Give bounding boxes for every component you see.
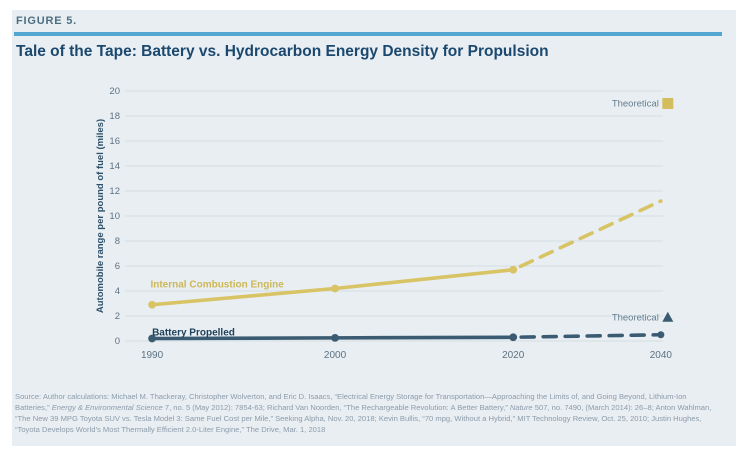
y-axis-tick-label: 14 xyxy=(109,161,120,172)
series-line xyxy=(511,332,663,340)
series-label: Internal Combustion Engine xyxy=(150,279,284,290)
data-point-marker xyxy=(331,284,339,293)
theoretical-label: Theoretical xyxy=(612,99,659,110)
data-point-marker xyxy=(148,300,156,309)
y-axis-tick-label: 12 xyxy=(109,186,120,197)
data-point-marker xyxy=(657,331,665,339)
theoretical-label: Theoretical xyxy=(612,312,659,323)
theoretical-triangle-marker xyxy=(662,311,674,322)
y-axis-tick-label: 16 xyxy=(109,136,120,147)
x-axis-tick-label: 1990 xyxy=(141,350,164,361)
y-axis-tick-label: 8 xyxy=(115,236,120,247)
data-point-marker xyxy=(509,265,518,274)
figure-number-label: FIGURE 5. xyxy=(16,15,77,27)
series-line xyxy=(511,199,663,272)
chart-canvas: 0 2 4 6 8 10 12 14 16 18 20 1990 2000 2020 2040 Automob… xyxy=(95,86,674,361)
y-axis-tick-label: 2 xyxy=(115,311,120,322)
y-axis-title: Automobile range per pound of fuel (mile… xyxy=(95,119,106,313)
x-axis-tick-label: 2020 xyxy=(502,350,525,361)
energy-density-line-chart: 0 2 4 6 8 10 12 14 16 18 20 1990 2000 2020 2040 Automob… xyxy=(12,80,736,380)
y-axis-tick-label: 4 xyxy=(115,286,120,297)
y-axis-tick-label: 0 xyxy=(115,336,120,347)
y-axis-tick-label: 18 xyxy=(109,111,120,122)
series-label: Battery Propelled xyxy=(152,327,235,338)
y-axis-tick-label: 6 xyxy=(115,261,120,272)
x-axis-tick-label: 2040 xyxy=(650,350,673,361)
y-axis-tick-label: 10 xyxy=(109,211,120,222)
title-divider-rule xyxy=(14,32,722,36)
data-point-marker xyxy=(148,334,156,343)
page-title: Tale of the Tape: Battery vs. Hydrocarbo… xyxy=(16,43,549,60)
x-axis-tick-label: 2000 xyxy=(324,350,347,361)
source-journal-name: Nature xyxy=(509,402,533,412)
source-journal-name: Energy & Environmental Science xyxy=(51,402,163,412)
source-text-segment: Source: Author calculations: Michael M. … xyxy=(15,391,687,412)
source-text-segment: 7, no. 5 (May 2012): 7854-63; Richard Va… xyxy=(162,402,510,412)
source-note: Source: Author calculations: Michael M. … xyxy=(15,391,721,435)
data-point-marker xyxy=(331,333,339,342)
source-text-segment: 507, no. 7490, (March 2014): 26–8; Anton… xyxy=(15,402,712,434)
figure-panel: FIGURE 5. Tale of the Tape: Battery vs. … xyxy=(12,10,736,446)
data-point-marker xyxy=(509,333,518,342)
y-axis-tick-label: 20 xyxy=(109,86,120,97)
theoretical-square-marker xyxy=(662,98,674,109)
